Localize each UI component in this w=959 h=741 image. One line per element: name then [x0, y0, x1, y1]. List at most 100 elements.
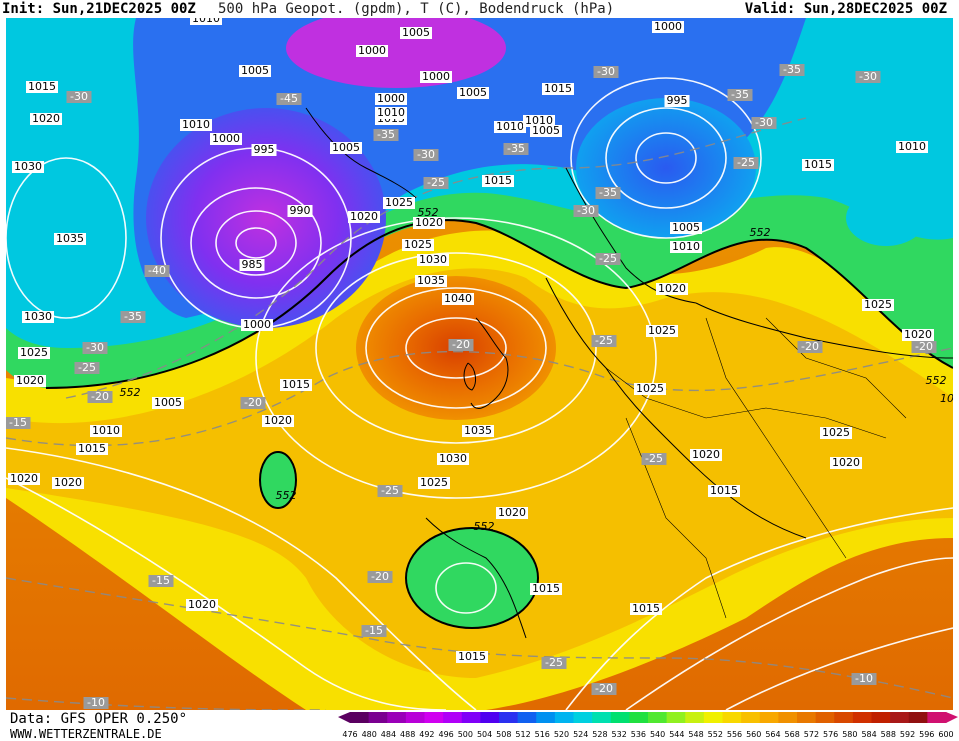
scale-swatch — [350, 712, 370, 723]
pressure-label-box — [287, 205, 313, 217]
scale-swatch — [890, 712, 910, 723]
geopotential-label: 552 — [750, 226, 771, 239]
temperature-label: -35 — [779, 63, 805, 76]
pressure-label-text: 1020 — [498, 506, 526, 519]
temperature-label-text: -20 — [915, 340, 933, 353]
pressure-label-box — [862, 299, 894, 311]
pressure-label: 1020 — [413, 216, 445, 229]
pressure-label-text: 1005 — [459, 86, 487, 99]
pressure-label-box — [630, 603, 662, 615]
temperature-label-text: -40 — [148, 264, 166, 277]
geopotential-label-text: 552 — [120, 386, 141, 399]
scale-swatch — [480, 712, 500, 723]
orange-zone — [6, 268, 953, 678]
pressure-label-box — [375, 107, 407, 119]
scale-swatch — [722, 712, 742, 723]
pressure-label: 1020 — [348, 210, 380, 223]
pressure-label-text: 1025 — [822, 426, 850, 439]
pressure-label-box — [664, 95, 690, 107]
geopotential-label: 552 — [474, 520, 495, 533]
pressure-label: 1025 — [646, 324, 678, 337]
pressure-label: 1020 — [8, 472, 40, 485]
pressure-label-box — [330, 142, 362, 154]
pressure-label-box — [830, 457, 862, 469]
temperature-label-box — [83, 697, 109, 709]
scale-swatch — [405, 712, 425, 723]
pressure-label: 1030 — [22, 310, 54, 323]
pressure-label-text: 1005 — [154, 396, 182, 409]
temperature-label-text: -25 — [545, 656, 563, 669]
scale-tick-label: 512 — [515, 730, 530, 739]
right-edge-label: 10 — [940, 392, 953, 405]
pressure-label-text: 1015 — [710, 484, 738, 497]
temperature-label-box — [82, 342, 108, 354]
scale-tick-label: 560 — [746, 730, 761, 739]
pressure-label-box — [496, 507, 528, 519]
scale-tick-label: 508 — [496, 730, 511, 739]
pressure-label-text: 1015 — [632, 602, 660, 615]
pressure-label: 1020 — [830, 456, 862, 469]
temperature-label: -25 — [74, 361, 100, 374]
pressure-label-box — [646, 325, 678, 337]
pressure-label-text: 1015 — [484, 174, 512, 187]
temperature-label-box — [591, 683, 617, 695]
pressure-label-text: 1000 — [377, 92, 405, 105]
map-footer: Data: GFS OPER 0.250° WWW.WETTERZENTRALE… — [0, 710, 959, 741]
pressure-label: 1040 — [442, 292, 474, 305]
pressure-label-box — [530, 583, 562, 595]
temperature-label-box — [595, 253, 621, 265]
scale-tick-label: 520 — [554, 730, 569, 739]
pressure-label: 1015 — [802, 158, 834, 171]
scale-swatch — [499, 712, 519, 723]
geopotential-labels: 552 552 552 552 552 552 — [120, 206, 947, 533]
pressure-label: 1025 — [820, 426, 852, 439]
temperature-label-text: -30 — [597, 65, 615, 78]
temperature-label-box — [367, 571, 393, 583]
pressure-label: 1015 — [630, 602, 662, 615]
pressure-label-box — [180, 119, 212, 131]
temperature-label-text: -35 — [124, 310, 142, 323]
pressure-label-text: 1025 — [636, 382, 664, 395]
pressure-label-box — [8, 473, 40, 485]
pressure-label: 1005 — [530, 124, 562, 137]
pressure-label-text: 1035 — [464, 424, 492, 437]
scale-tick-label: 576 — [823, 730, 838, 739]
scale-swatch — [703, 712, 723, 723]
temperature-label-box — [74, 362, 100, 374]
pressure-label-text: 990 — [290, 204, 311, 217]
scale-tick-label: 516 — [535, 730, 550, 739]
scale-swatch — [536, 712, 556, 723]
scale-tick-label: 484 — [381, 730, 396, 739]
temperature-label-box — [413, 149, 439, 161]
temperature-label-text: -45 — [280, 92, 298, 105]
temperature-label: -35 — [503, 142, 529, 155]
pressure-label: 1015 — [26, 80, 58, 93]
pressure-label-box — [90, 425, 122, 437]
pressure-label-text: 1030 — [24, 310, 52, 323]
temperature-label: -30 — [593, 65, 619, 78]
pressure-label: 1025 — [862, 298, 894, 311]
pressure-label-text: 1000 — [243, 318, 271, 331]
temperature-label-box — [641, 453, 667, 465]
pressure-label: 995 — [251, 143, 277, 156]
pressure-label-text: 1005 — [672, 221, 700, 234]
pressure-label-text: 1010 — [898, 140, 926, 153]
pressure-label: 1020 — [690, 448, 722, 461]
pressure-label-text: 1025 — [648, 324, 676, 337]
pressure-label-box — [375, 93, 407, 105]
pressure-label-box — [420, 71, 452, 83]
valid-time: Valid: Sun,28DEC2025 00Z — [744, 1, 947, 17]
pressure-label-box — [356, 45, 388, 57]
pressure-label-text: 1030 — [419, 253, 447, 266]
pressure-label-text: 1005 — [241, 64, 269, 77]
pressure-label-box — [802, 159, 834, 171]
temperature-label-text: -30 — [86, 341, 104, 354]
pressure-label: 1010 — [494, 120, 526, 133]
pressure-label-text: 1010 — [182, 118, 210, 131]
pressure-label-box — [241, 319, 273, 331]
coastlines — [305, 107, 953, 639]
pressure-label: 1025 — [402, 238, 434, 251]
isotherms — [6, 117, 953, 710]
temperature-label: -10 — [83, 696, 109, 709]
pressure-label: 1015 — [482, 174, 514, 187]
